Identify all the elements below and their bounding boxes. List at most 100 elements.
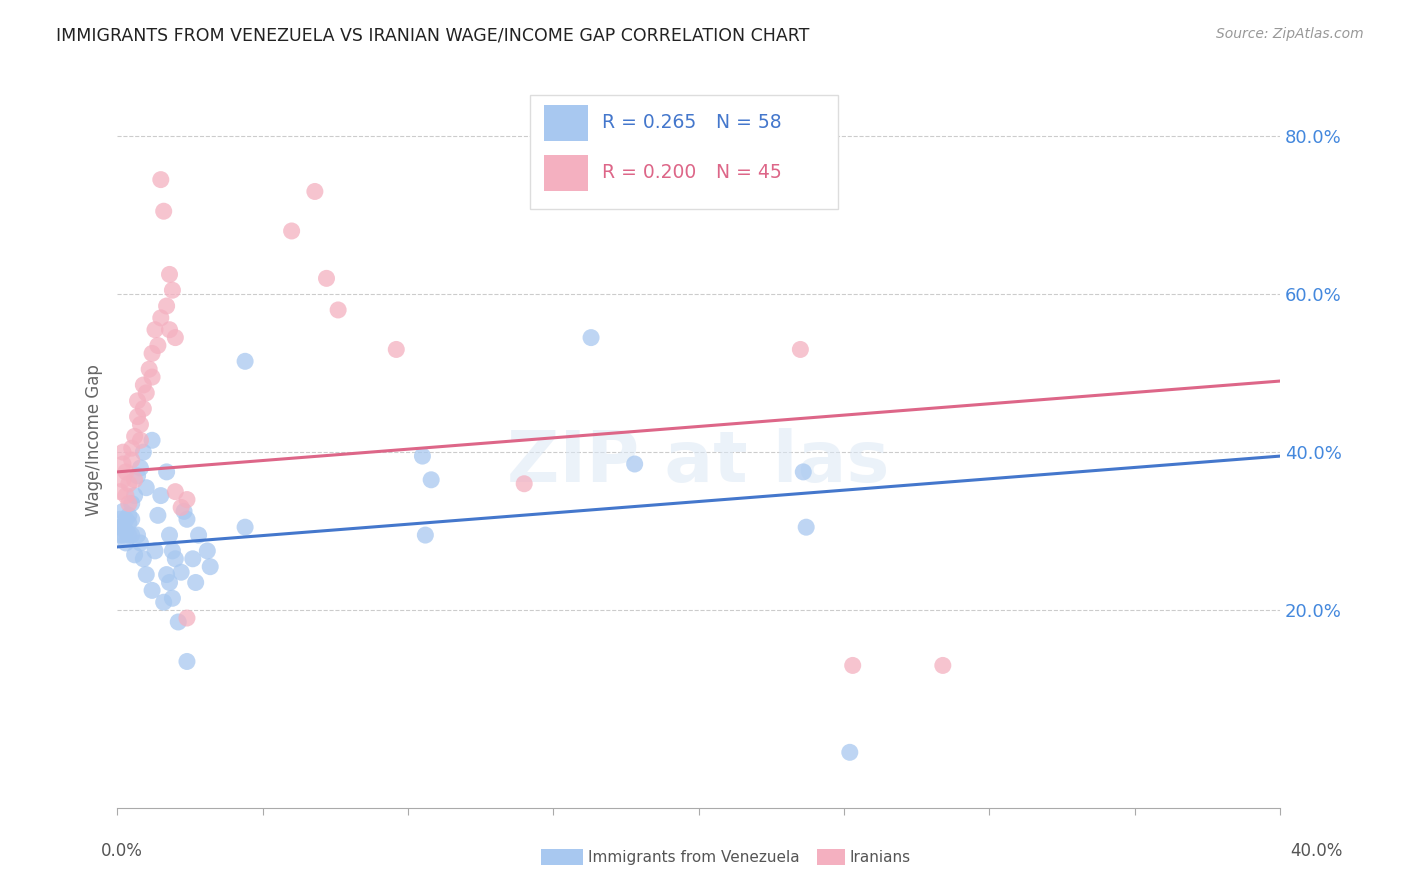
Text: N = 58: N = 58	[716, 113, 782, 132]
Point	[152, 595, 174, 609]
Point	[135, 567, 157, 582]
Point	[121, 528, 143, 542]
Point	[143, 323, 166, 337]
Point	[149, 310, 172, 325]
Text: ZIP at las: ZIP at las	[508, 428, 890, 497]
Point	[127, 528, 149, 542]
Text: IMMIGRANTS FROM VENEZUELA VS IRANIAN WAGE/INCOME GAP CORRELATION CHART: IMMIGRANTS FROM VENEZUELA VS IRANIAN WAG…	[56, 27, 810, 45]
Point	[280, 224, 302, 238]
Point	[129, 536, 152, 550]
Point	[187, 528, 209, 542]
Point	[121, 453, 143, 467]
Point	[149, 172, 172, 186]
Point	[789, 343, 811, 357]
Point	[233, 354, 256, 368]
Text: 40.0%: 40.0%	[1291, 842, 1343, 860]
Point	[124, 548, 146, 562]
Point	[162, 544, 184, 558]
Point	[135, 481, 157, 495]
Point	[127, 393, 149, 408]
Point	[155, 465, 177, 479]
Point	[623, 457, 645, 471]
Point	[111, 445, 134, 459]
Point	[932, 658, 955, 673]
Point	[165, 484, 187, 499]
Point	[124, 473, 146, 487]
Point	[111, 457, 134, 471]
Text: 0.0%: 0.0%	[101, 842, 143, 860]
Point	[149, 489, 172, 503]
Point	[124, 489, 146, 503]
Point	[115, 512, 138, 526]
Point	[146, 508, 169, 523]
Point	[111, 520, 134, 534]
Point	[415, 528, 437, 542]
Point	[118, 508, 141, 523]
Point	[155, 299, 177, 313]
Point	[411, 449, 433, 463]
Point	[165, 551, 187, 566]
Point	[176, 512, 198, 526]
Point	[326, 302, 349, 317]
Point	[420, 473, 443, 487]
Point	[115, 465, 138, 479]
Point	[579, 330, 602, 344]
Point	[200, 559, 222, 574]
Point	[115, 489, 138, 503]
Point	[118, 496, 141, 510]
Point	[513, 476, 536, 491]
Point	[121, 441, 143, 455]
Point	[115, 524, 138, 538]
Point	[132, 401, 155, 416]
Text: Immigrants from Venezuela: Immigrants from Venezuela	[588, 850, 800, 864]
Point	[159, 323, 181, 337]
Point	[181, 551, 204, 566]
Text: Iranians: Iranians	[849, 850, 910, 864]
Text: R = 0.200: R = 0.200	[602, 163, 696, 182]
Point	[118, 516, 141, 531]
Point	[111, 473, 134, 487]
Point	[159, 528, 181, 542]
Point	[304, 185, 326, 199]
Point	[233, 520, 256, 534]
Point	[170, 500, 193, 515]
Point	[141, 346, 163, 360]
Point	[143, 544, 166, 558]
Point	[129, 434, 152, 448]
Bar	[544, 155, 588, 191]
Point	[176, 611, 198, 625]
Text: Source: ZipAtlas.com: Source: ZipAtlas.com	[1216, 27, 1364, 41]
Point	[315, 271, 337, 285]
Point	[152, 204, 174, 219]
Point	[385, 343, 408, 357]
Point	[121, 496, 143, 510]
Point	[129, 417, 152, 432]
Point	[118, 476, 141, 491]
Point	[173, 504, 195, 518]
Point	[792, 465, 814, 479]
Point	[155, 567, 177, 582]
Point	[129, 461, 152, 475]
Point	[162, 283, 184, 297]
Point	[841, 658, 863, 673]
Point	[838, 745, 860, 759]
Point	[146, 338, 169, 352]
Point	[176, 492, 198, 507]
Point	[132, 445, 155, 459]
Point	[132, 551, 155, 566]
Point	[138, 362, 160, 376]
Point	[108, 520, 131, 534]
Point	[132, 378, 155, 392]
Point	[195, 544, 218, 558]
Point	[118, 528, 141, 542]
Point	[127, 409, 149, 424]
Point	[159, 268, 181, 282]
Bar	[544, 105, 588, 141]
Point	[115, 536, 138, 550]
Point	[127, 468, 149, 483]
Point	[141, 370, 163, 384]
Text: N = 45: N = 45	[716, 163, 782, 182]
Point	[111, 504, 134, 518]
Point	[184, 575, 207, 590]
Y-axis label: Wage/Income Gap: Wage/Income Gap	[86, 364, 103, 516]
